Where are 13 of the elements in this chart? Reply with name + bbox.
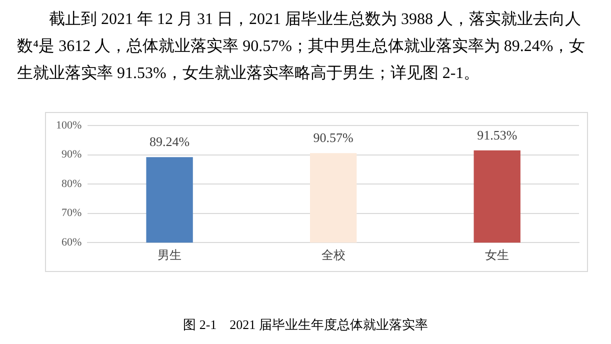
- x-tick-label: 女生: [485, 248, 510, 262]
- x-tick-label: 男生: [158, 248, 182, 262]
- text: 截止到 2021 年 12 月 31 日，2021 届毕业生总数为 3988 人，落实就业去向人数⁴是 3612 人，总体就业落实率 90.57%；其中男生总体就业落实率为 89.24%，女生就业落实率 91.53%，女生就业落实率略高于男生；详见图 2-1。: [17, 10, 586, 84]
- caption: 图 2-1 2021 届毕业生年度总体就业落实率: [182, 316, 429, 334]
- data-label: 90.57%: [313, 130, 354, 146]
- y-tick-label: 60%: [61, 236, 82, 248]
- x-tick-label: 全校: [321, 248, 346, 262]
- y-tick-label: 70%: [61, 207, 82, 220]
- y-tick-label: 80%: [61, 178, 82, 190]
- data-label: 91.53%: [477, 127, 518, 142]
- data-label: 89.24%: [150, 134, 190, 149]
- y-tick-label: 90%: [61, 148, 82, 161]
- y-tick-label: 100%: [56, 119, 82, 132]
